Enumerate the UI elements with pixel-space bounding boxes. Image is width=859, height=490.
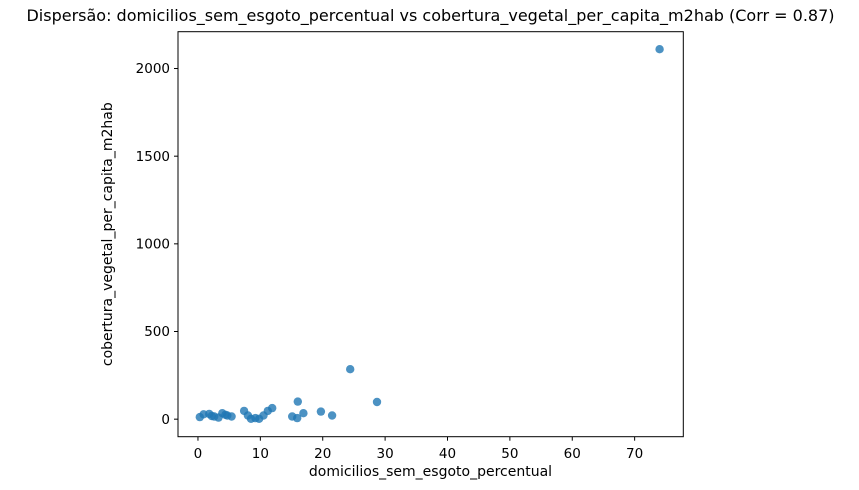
y-axis: 0 500 1000 1500 2000	[136, 61, 178, 428]
y-tick-label: 500	[144, 324, 170, 340]
scatter-point	[372, 397, 382, 407]
x-axis: 0 10 20 30 40 50 60 70	[194, 436, 643, 462]
scatter-point	[346, 365, 355, 374]
scatter-point	[227, 412, 236, 421]
y-tick-label: 0	[161, 412, 170, 428]
scatter-point	[293, 397, 302, 406]
x-tick-label: 30	[377, 446, 394, 462]
x-tick-label: 10	[252, 446, 269, 462]
x-tick-label: 20	[314, 446, 331, 462]
y-axis-label: cobertura_vegetal_per_capita_m2hab	[100, 102, 116, 366]
x-tick-label: 70	[626, 446, 643, 462]
x-axis-label: domicilios_sem_esgoto_percentual	[309, 464, 552, 480]
scatter-point	[299, 409, 308, 418]
x-tick-label: 40	[439, 446, 456, 462]
scatter-point	[316, 407, 326, 416]
y-tick-label: 1000	[136, 237, 170, 253]
plot-area	[177, 31, 684, 438]
x-tick-label: 50	[501, 446, 518, 462]
scatter-points	[195, 45, 664, 423]
scatter-point	[268, 403, 277, 413]
scatter-point	[327, 411, 337, 420]
x-tick-label: 0	[194, 446, 203, 462]
y-tick-label: 1500	[136, 149, 170, 165]
y-tick-label: 2000	[136, 61, 170, 77]
scatter-point	[655, 45, 664, 54]
scatter-point	[293, 413, 302, 423]
x-tick-label: 60	[564, 446, 581, 462]
chart-title: Dispersão: domicilios_sem_esgoto_percent…	[26, 6, 834, 26]
